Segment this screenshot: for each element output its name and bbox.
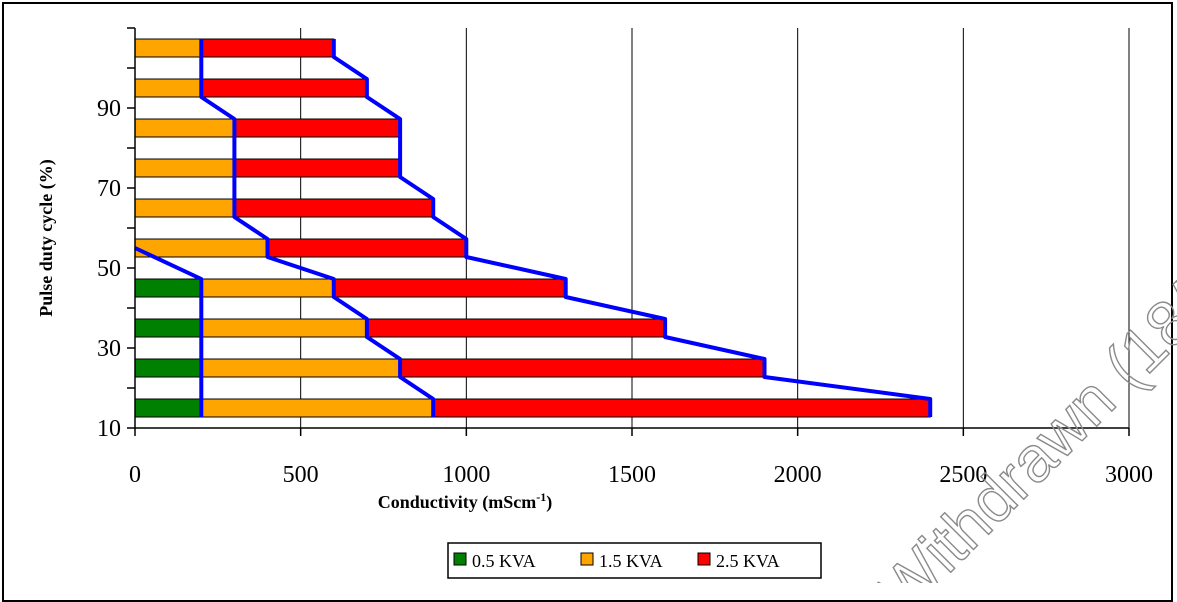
bar-segment-0-5-kva — [134, 398, 202, 418]
legend-label: 2.5 KVA — [716, 551, 780, 571]
x-tick-labels: 0 500 1000 1500 2000 2500 3000 — [129, 462, 1153, 488]
bar-segment-2-5-kva — [233, 158, 401, 178]
envelope-1-5-kva — [199, 39, 436, 417]
y-tick-label: 50 — [97, 256, 121, 282]
y-tick-label: 90 — [97, 96, 121, 122]
bar-segment-1-5-kva — [134, 158, 235, 178]
legend: 0.5 KVA 1.5 KVA 2.5 KVA — [447, 542, 822, 579]
bar-segment-2-5-kva — [200, 78, 368, 98]
y-axis-title: Pulse duty cycle (%) — [36, 159, 57, 316]
legend-label: 0.5 KVA — [472, 551, 536, 571]
y-tick-label: 10 — [97, 416, 121, 442]
x-tick-label: 1500 — [608, 462, 656, 488]
bar-segment-2-5-kva — [233, 198, 434, 218]
bar-segment-2-5-kva — [267, 238, 467, 258]
bar-segment-0-5-kva — [134, 358, 202, 378]
bar-segment-2-5-kva — [233, 118, 401, 138]
bar-segment-0-5-kva — [134, 318, 202, 338]
y-tick-label: 70 — [97, 176, 121, 202]
x-tick-label: 1000 — [442, 462, 490, 488]
envelope-lines — [134, 39, 933, 417]
x-tick-label: 2500 — [939, 462, 987, 488]
bar-segment-1-5-kva — [200, 318, 368, 338]
envelope-2-5-kva — [331, 39, 933, 417]
bar-segment-2-5-kva — [399, 358, 766, 378]
bar-segment-1-5-kva — [134, 78, 202, 98]
bars — [134, 38, 931, 418]
legend-swatch — [580, 552, 594, 566]
legend-swatch — [453, 552, 467, 566]
bar-segment-2-5-kva — [432, 398, 931, 418]
bar-segment-0-5-kva — [134, 278, 202, 298]
legend-swatch — [697, 552, 711, 566]
x-tick-label: 3000 — [1105, 462, 1153, 488]
bar-segment-1-5-kva — [200, 358, 401, 378]
legend-label: 1.5 KVA — [599, 551, 663, 571]
bar-segment-1-5-kva — [200, 278, 335, 298]
y-tick-labels: 10 30 50 70 90 — [97, 96, 121, 442]
bar-segment-1-5-kva — [134, 38, 202, 58]
bar-segment-1-5-kva — [134, 198, 235, 218]
bar-segment-1-5-kva — [134, 118, 235, 138]
bar-segment-2-5-kva — [366, 318, 666, 338]
bar-segment-1-5-kva — [134, 238, 269, 258]
envelope-0-5-kva — [134, 246, 204, 417]
x-tick-label: 0 — [129, 462, 141, 488]
axes — [127, 27, 1130, 436]
x-tick-label: 500 — [283, 462, 319, 488]
x-axis-title: Conductivity (mScm-1) — [378, 490, 553, 513]
bar-segment-1-5-kva — [200, 398, 434, 418]
bar-segment-2-5-kva — [200, 38, 335, 58]
y-tick-label: 30 — [97, 336, 121, 362]
bar-segment-2-5-kva — [333, 278, 567, 298]
legend-box — [447, 542, 822, 579]
x-tick-label: 2000 — [774, 462, 822, 488]
stacked-bar-chart: 0 500 1000 1500 2000 2500 3000 10 30 50 70 90 Cond… — [36, 27, 1177, 583]
